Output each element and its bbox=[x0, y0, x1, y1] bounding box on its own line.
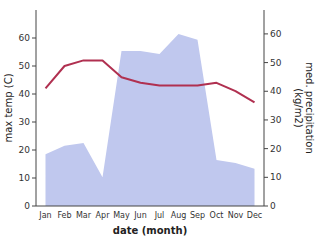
y2-tick-label: 40 bbox=[270, 86, 282, 96]
y-tick bbox=[32, 150, 36, 151]
x-tick-label: Feb bbox=[57, 211, 71, 220]
y-tick-label: 60 bbox=[19, 33, 31, 43]
left-axis bbox=[36, 10, 37, 206]
x-tick-label: Jul bbox=[154, 211, 165, 220]
y2-tick-label: 50 bbox=[270, 58, 282, 68]
right-axis bbox=[264, 10, 265, 206]
y2-tick-label: 10 bbox=[270, 172, 282, 182]
y2-tick bbox=[264, 119, 268, 120]
chart: 0 10 20 30 40 50 60 0 10 20 30 40 50 60 Jan Feb Mar AprMa… bbox=[0, 0, 318, 242]
y-tick bbox=[32, 38, 36, 39]
y2-tick bbox=[264, 33, 268, 34]
y2-tick bbox=[264, 91, 268, 92]
y-tick bbox=[32, 66, 36, 67]
plot-area bbox=[46, 34, 255, 206]
y-tick bbox=[32, 94, 36, 95]
y-axis-label: max temp (C) bbox=[3, 73, 14, 142]
temperature-line bbox=[46, 60, 255, 102]
y-tick-label: 20 bbox=[19, 145, 31, 155]
x-tick-label: Nov bbox=[228, 211, 244, 220]
x-axis-label: date (month) bbox=[113, 225, 187, 236]
y2-tick-label: 60 bbox=[270, 29, 282, 39]
x-tick-label: Jan bbox=[38, 211, 51, 220]
y2-tick bbox=[264, 177, 268, 178]
y-tick bbox=[32, 122, 36, 123]
y2-axis-label-line: med. precipitation bbox=[304, 62, 315, 154]
y-tick-label: 10 bbox=[19, 173, 31, 183]
y2-axis-label: med. precipitation(kg/m2) bbox=[293, 62, 315, 154]
x-tick-label: Jun bbox=[133, 211, 147, 220]
y-tick-label: 30 bbox=[19, 117, 31, 127]
x-tick-label: Sep bbox=[190, 211, 205, 220]
y2-tick-label: 20 bbox=[270, 144, 282, 154]
y-tick-label: 40 bbox=[19, 89, 31, 99]
x-tick-label: Apr bbox=[96, 211, 111, 220]
y2-tick bbox=[264, 62, 268, 63]
x-tick-label: May bbox=[113, 211, 130, 220]
x-tick-label: Oct bbox=[210, 211, 224, 220]
y2-tick bbox=[264, 206, 268, 207]
y2-axis-label-line: (kg/m2) bbox=[293, 88, 304, 128]
x-tick-label: Mar bbox=[76, 211, 92, 220]
y-tick bbox=[32, 178, 36, 179]
y-tick bbox=[32, 206, 36, 207]
y-tick-label: 50 bbox=[19, 61, 31, 71]
precipitation-area bbox=[46, 34, 255, 206]
y2-tick-label: 0 bbox=[270, 201, 276, 211]
y2-tick bbox=[264, 148, 268, 149]
y-tick-label: 0 bbox=[24, 201, 30, 211]
x-tick-label: Aug bbox=[171, 211, 187, 220]
x-tick-label: Dec bbox=[247, 211, 262, 220]
y2-tick-label: 30 bbox=[270, 115, 282, 125]
x-axis bbox=[36, 206, 264, 207]
